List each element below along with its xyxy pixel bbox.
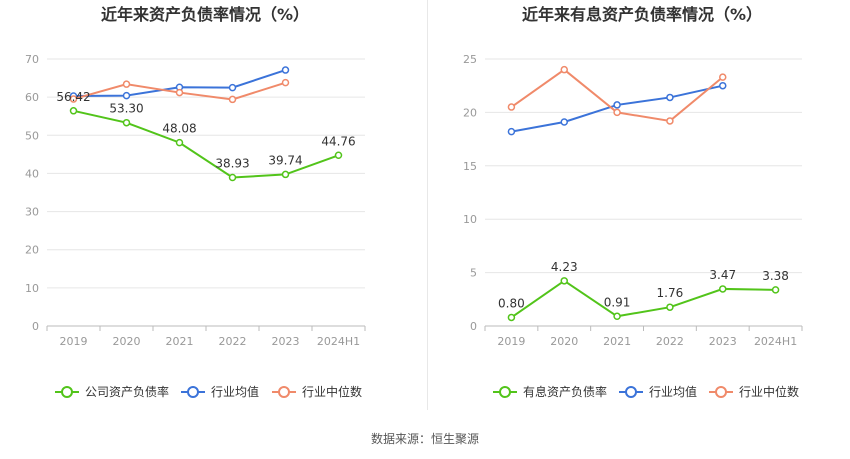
y-tick-label: 20 [25, 244, 39, 257]
series-line-green [73, 109, 339, 179]
legend-swatch-marker [187, 386, 199, 398]
legend-swatch-marker [715, 386, 727, 398]
data-point-orange [69, 95, 78, 103]
data-label: 53.30 [109, 102, 143, 116]
y-tick-label: 70 [25, 53, 39, 66]
data-point-green [281, 170, 290, 179]
data-point-green [175, 138, 184, 147]
data-point-green [69, 107, 78, 115]
data-label: 3.47 [709, 268, 736, 282]
data-point-green [560, 277, 568, 285]
legend-label: 行业均值 [649, 384, 697, 399]
data-point-green [666, 303, 674, 311]
data-point-green [771, 286, 780, 294]
x-tick-label: 2024H1 [317, 335, 360, 348]
data-label: 3.38 [762, 269, 789, 283]
y-tick-label: 60 [25, 91, 39, 104]
y-tick-label: 0 [32, 320, 39, 333]
x-tick-label: 2020 [550, 335, 578, 348]
data-label: 4.23 [551, 260, 578, 274]
series-line-green [510, 279, 776, 319]
legend-label: 行业中位数 [739, 384, 799, 399]
y-tick-label: 10 [25, 282, 39, 295]
data-point-orange [560, 65, 568, 74]
data-point-blue [122, 91, 131, 100]
data-point-blue [666, 93, 674, 102]
chart-title: 近年来有息资产负债率情况（%） [522, 5, 762, 24]
x-tick-label: 2019 [497, 335, 525, 348]
x-tick-label: 2022 [656, 335, 684, 348]
data-point-orange [613, 108, 621, 117]
legend-label: 公司资产负债率 [85, 384, 169, 399]
y-tick-label: 0 [470, 320, 477, 333]
data-point-green [334, 151, 343, 160]
x-tick-label: 2023 [272, 335, 300, 348]
y-tick-label: 10 [463, 213, 477, 226]
legend-label: 有息资产负债率 [523, 384, 607, 399]
legend-swatch-marker [625, 386, 637, 398]
data-label: 0.80 [498, 296, 525, 310]
x-tick-label: 2023 [709, 335, 737, 348]
data-point-green [613, 312, 621, 321]
legend-label: 行业均值 [211, 384, 259, 399]
data-point-green [507, 313, 516, 322]
data-point-orange [175, 88, 184, 97]
y-tick-label: 15 [463, 160, 477, 173]
y-tick-label: 25 [463, 53, 477, 66]
data-point-green [719, 285, 727, 293]
x-tick-label: 2024H1 [754, 335, 797, 348]
x-tick-label: 2021 [166, 335, 194, 348]
chart-title: 近年来资产负债率情况（%） [101, 5, 309, 24]
y-tick-label: 50 [25, 129, 39, 142]
data-point-orange [281, 78, 290, 87]
data-point-orange [666, 117, 674, 125]
x-tick-label: 2020 [113, 335, 141, 348]
data-label: 0.91 [604, 295, 631, 309]
data-point-green [228, 173, 237, 182]
data-point-blue [719, 81, 727, 90]
x-tick-label: 2019 [60, 335, 88, 348]
y-tick-label: 30 [25, 206, 39, 219]
legend-swatch-marker [278, 386, 290, 398]
data-point-blue [281, 66, 290, 74]
y-tick-label: 40 [25, 167, 39, 180]
source-note: 数据来源：恒生聚源 [370, 432, 479, 446]
data-point-orange [122, 80, 131, 88]
legend-label: 行业中位数 [302, 384, 362, 399]
data-point-green [122, 118, 131, 127]
data-point-blue [507, 127, 516, 136]
data-point-orange [507, 103, 516, 111]
data-point-orange [228, 95, 237, 104]
data-point-blue [560, 118, 568, 126]
x-tick-label: 2021 [603, 335, 631, 348]
data-label: 48.08 [162, 122, 196, 136]
legend-swatch-marker [61, 386, 73, 398]
legend-swatch-marker [499, 386, 511, 398]
data-label: 1.76 [657, 286, 684, 300]
y-tick-label: 5 [470, 267, 477, 280]
data-label: 39.74 [268, 153, 302, 167]
data-label: 56.42 [56, 90, 90, 104]
data-point-blue [613, 101, 621, 109]
data-label: 38.93 [215, 157, 249, 171]
data-point-blue [228, 83, 237, 92]
data-point-orange [719, 73, 727, 81]
x-tick-label: 2022 [219, 335, 247, 348]
data-label: 44.76 [321, 134, 355, 148]
chart-divider [427, 0, 428, 410]
y-tick-label: 20 [463, 106, 477, 119]
